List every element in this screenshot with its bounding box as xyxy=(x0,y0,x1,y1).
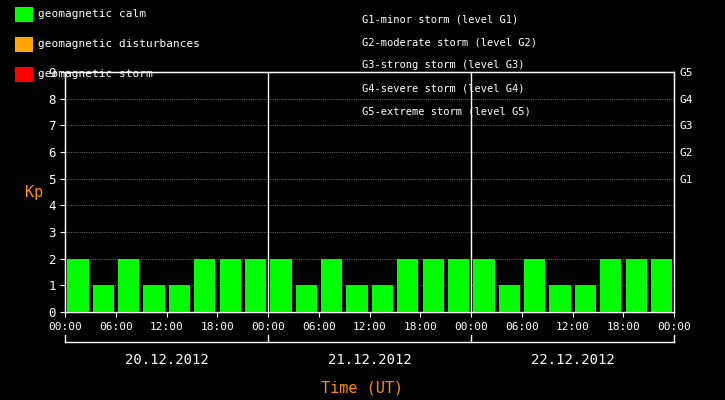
Bar xyxy=(347,285,368,312)
Y-axis label: Kp: Kp xyxy=(25,184,44,200)
Text: G4-severe storm (level G4): G4-severe storm (level G4) xyxy=(362,84,525,94)
Text: 20.12.2012: 20.12.2012 xyxy=(125,353,209,367)
Bar xyxy=(220,259,241,312)
Bar xyxy=(372,285,393,312)
Bar xyxy=(67,259,88,312)
Text: G5-extreme storm (level G5): G5-extreme storm (level G5) xyxy=(362,107,531,117)
Bar xyxy=(169,285,190,312)
Text: geomagnetic disturbances: geomagnetic disturbances xyxy=(38,39,200,49)
Bar xyxy=(524,259,545,312)
Bar xyxy=(575,285,596,312)
Bar xyxy=(321,259,342,312)
Text: geomagnetic storm: geomagnetic storm xyxy=(38,70,153,80)
Bar xyxy=(270,259,291,312)
Bar xyxy=(144,285,165,312)
Bar xyxy=(245,259,266,312)
Bar xyxy=(194,259,215,312)
Bar xyxy=(473,259,494,312)
Bar xyxy=(118,259,139,312)
Text: G3-strong storm (level G3): G3-strong storm (level G3) xyxy=(362,60,525,70)
Bar xyxy=(626,259,647,312)
Text: geomagnetic calm: geomagnetic calm xyxy=(38,10,146,20)
Bar xyxy=(448,259,469,312)
Bar xyxy=(651,259,672,312)
Bar xyxy=(397,259,418,312)
Bar xyxy=(499,285,520,312)
Bar xyxy=(423,259,444,312)
Text: 22.12.2012: 22.12.2012 xyxy=(531,353,615,367)
Text: G1-minor storm (level G1): G1-minor storm (level G1) xyxy=(362,14,519,24)
Text: 21.12.2012: 21.12.2012 xyxy=(328,353,412,367)
Bar xyxy=(93,285,114,312)
Bar xyxy=(600,259,621,312)
Bar xyxy=(550,285,571,312)
Bar xyxy=(296,285,317,312)
Text: Time (UT): Time (UT) xyxy=(321,380,404,396)
Text: G2-moderate storm (level G2): G2-moderate storm (level G2) xyxy=(362,37,537,47)
